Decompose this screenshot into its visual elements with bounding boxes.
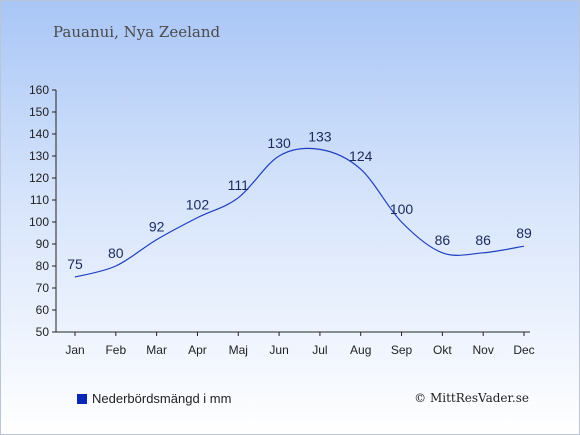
y-tick-label: 130: [29, 149, 49, 163]
data-label: 133: [308, 128, 332, 144]
x-tick-label: Nov: [473, 343, 494, 357]
data-label: 102: [186, 197, 210, 213]
y-tick-label: 120: [29, 171, 49, 185]
x-tick-label: Apr: [188, 343, 207, 357]
y-tick-label: 100: [29, 215, 49, 229]
y-tick-label: 110: [30, 193, 49, 207]
x-tick-label: Maj: [229, 343, 248, 357]
x-tick-label: Aug: [350, 343, 371, 357]
y-tick-label: 90: [36, 237, 50, 251]
data-label: 80: [108, 245, 124, 261]
data-label: 86: [475, 232, 491, 248]
x-tick-label: Jan: [65, 343, 84, 357]
data-label: 100: [390, 201, 414, 217]
y-tick-label: 50: [36, 325, 50, 339]
x-tick-label: Dec: [513, 343, 534, 357]
x-tick-label: Mar: [146, 343, 167, 357]
data-label: 92: [149, 219, 165, 235]
legend-label: Nederbördsmängd i mm: [92, 391, 232, 406]
x-tick-label: Jun: [269, 343, 288, 357]
data-label: 89: [516, 225, 532, 241]
legend-swatch-icon: [77, 394, 87, 404]
data-label: 130: [267, 135, 291, 151]
data-label: 86: [435, 232, 451, 248]
y-tick-label: 140: [29, 127, 49, 141]
x-tick-label: Jul: [312, 343, 327, 357]
y-tick-label: 80: [36, 259, 50, 273]
series-line: [74, 147, 525, 278]
x-tick-label: Okt: [433, 343, 452, 357]
data-label: 124: [349, 148, 373, 164]
y-tick-label: 60: [36, 303, 50, 317]
y-tick-label: 150: [29, 105, 49, 119]
data-label: 111: [228, 177, 249, 193]
legend: Nederbördsmängd i mm: [77, 391, 231, 406]
location-title: Pauanui, Nya Zeeland: [53, 23, 221, 41]
x-tick-label: Sep: [391, 343, 413, 357]
copyright-text: © MittResVader.se: [414, 391, 529, 405]
y-tick-label: 160: [29, 83, 49, 97]
data-label: 75: [67, 256, 83, 272]
x-tick-label: Feb: [105, 343, 126, 357]
y-tick-label: 70: [36, 281, 50, 295]
